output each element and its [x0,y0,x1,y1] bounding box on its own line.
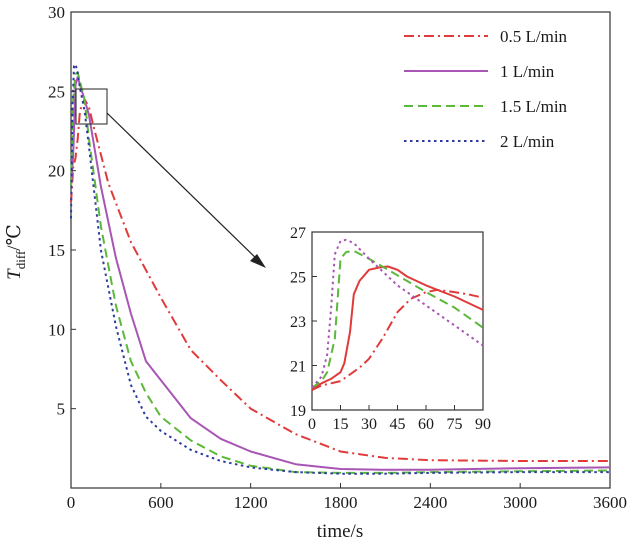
main-y-tick-label: 10 [48,320,65,339]
main-y-tick-label: 5 [57,400,66,419]
inset-y-tick-label: 23 [290,314,306,331]
inset-x-tick-label: 0 [308,416,316,433]
inset-y-ticks: 19 21 23 25 27 [290,225,317,420]
main-y-tick-label: 20 [48,162,65,181]
inset-series-group [311,238,484,391]
inset-y-tick-label: 19 [290,403,306,420]
main-x-tick-label: 3600 [593,493,627,512]
legend-label-0-5-l-min: 0.5 L/min [500,27,568,46]
legend-label-2-l-min: 2 L/min [500,132,555,151]
main-y-tick-label: 25 [48,82,65,101]
main-x-tick-label: 2400 [413,493,447,512]
legend-label-1-l-min: 1 L/min [500,62,555,81]
main-series-line-0-5-l-min [70,98,610,462]
inset-plot-frame [311,231,484,411]
main-series-group [70,63,611,475]
inset-x-tick-label: 30 [361,416,377,433]
inset-x-tick-label: 15 [333,416,349,433]
inset-x-tick-label: 75 [447,416,463,433]
main-series-line-1-5-l-min [70,71,611,474]
inset-x-tick-label: 45 [390,416,406,433]
legend-label-1-5-l-min: 1.5 L/min [500,97,568,116]
main-x-tick-label: 0 [67,493,76,512]
main-y-tick-label: 30 [48,3,65,22]
inset-series-line-1-l-min [311,265,484,391]
x-axis-label: time/s [317,521,363,542]
inset-x-tick-label: 90 [475,416,491,433]
zoom-arrow-line [106,112,263,265]
main-x-tick-label: 1800 [324,493,358,512]
main-x-ticks: 0 600 1200 1800 2400 3000 3600 [67,483,627,512]
legend: 0.5 L/min 1 L/min 1.5 L/min 2 L/min [404,27,568,151]
inset-y-tick-label: 25 [290,270,306,287]
inset-y-tick-label: 21 [290,359,306,376]
main-y-ticks: 5 10 15 20 25 30 [48,3,76,419]
inset-y-tick-label: 27 [290,225,306,242]
zoom-region-box [75,88,108,125]
main-x-tick-label: 3000 [503,493,537,512]
inset-x-ticks: 0 15 30 45 60 75 90 [308,405,491,433]
y-axis-label: Tdiff/℃ [4,224,28,280]
main-y-tick-label: 15 [48,241,65,260]
zoom-arrow-head [250,254,266,268]
inset-series-line-2-l-min [311,238,484,389]
main-x-tick-label: 600 [148,493,174,512]
main-x-tick-label: 1200 [234,493,268,512]
inset-series-line-0-5-l-min [311,288,484,391]
inset-series-line-1-5-l-min [311,249,484,389]
inset-x-tick-label: 60 [418,416,434,433]
